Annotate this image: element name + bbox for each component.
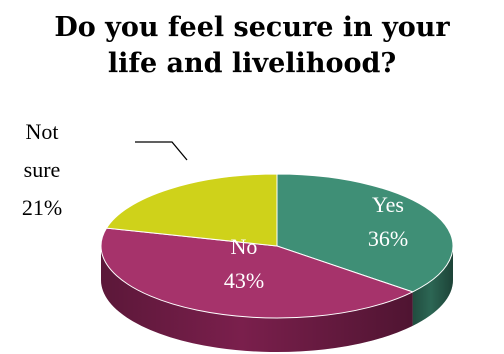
slice-value-no: 43% (224, 268, 264, 293)
slice-value-not-sure: 21% (22, 195, 62, 220)
pie-side-shade-no (101, 246, 413, 352)
slice-label-not-sure-line-2: sure (24, 157, 61, 182)
slice-label-no: No (231, 234, 258, 259)
slice-label-yes: Yes (372, 192, 404, 217)
chart-title-line-1: Do you feel secure in your (54, 12, 450, 43)
slice-label-not-sure-line-1: Not (26, 119, 59, 144)
pie-side-shade-yes (412, 246, 453, 326)
pie-depth (101, 246, 453, 352)
slice-value-yes: 36% (368, 226, 408, 251)
leader-line (135, 141, 188, 161)
pie-slice-not-sure (106, 173, 278, 247)
pie-top (100, 173, 454, 319)
chart-title-line-2: life and livelihood? (107, 48, 397, 79)
chart-title: Do you feel secure in your life and live… (0, 10, 504, 82)
pie-slice-yes (276, 173, 454, 293)
pie-slice-no (100, 227, 414, 319)
